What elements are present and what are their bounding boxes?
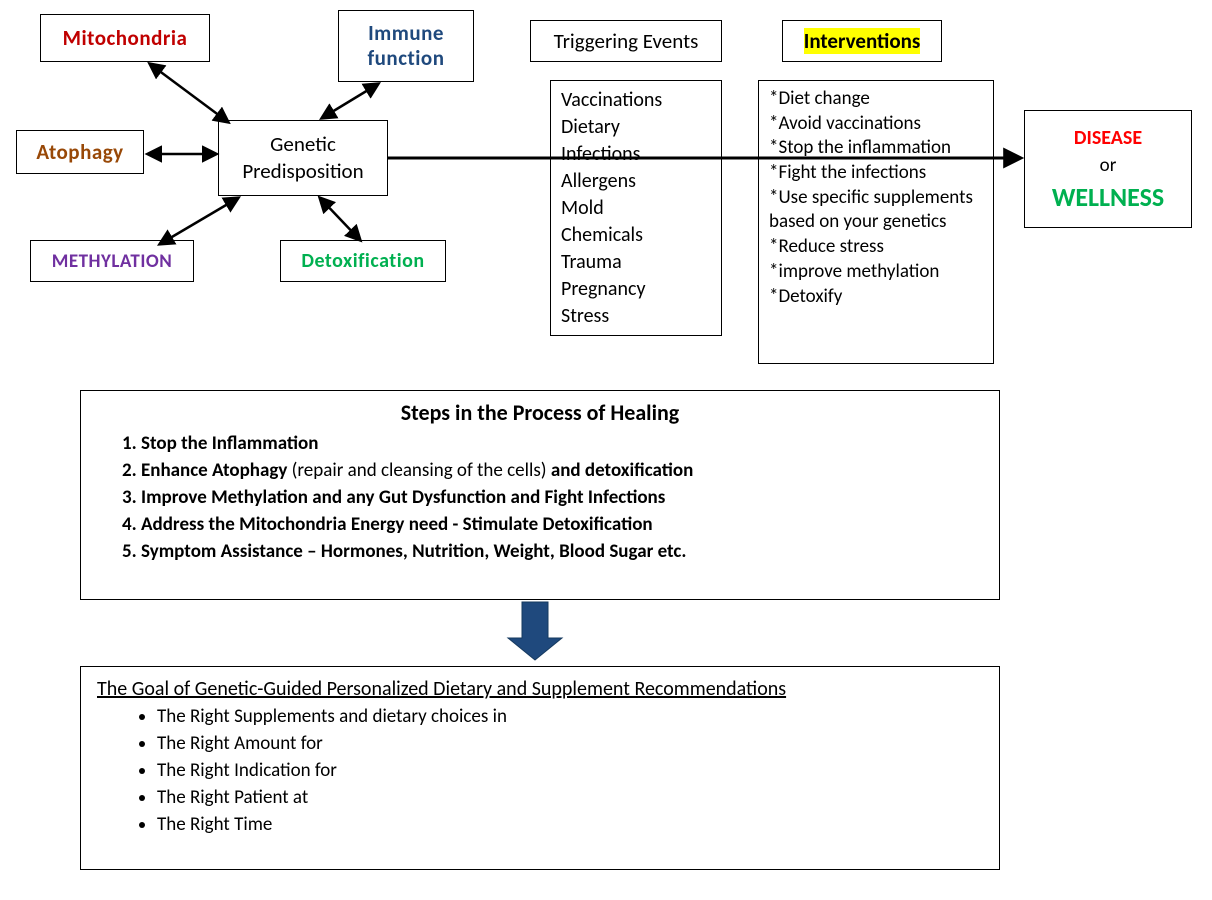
trigger-item: Dietary bbox=[561, 114, 711, 141]
label-interventions-header: Interventions bbox=[804, 28, 921, 54]
triggers-list: VaccinationsDietaryInfectionsAllergensMo… bbox=[561, 87, 711, 330]
label-or: or bbox=[1100, 154, 1117, 177]
double-arrow bbox=[160, 198, 238, 244]
node-outcome: DISEASE or WELLNESS bbox=[1024, 110, 1192, 228]
goal-item: The Right Patient at bbox=[157, 786, 983, 809]
diagram-stage: Mitochondria Immune function Atophagy Ge… bbox=[0, 0, 1212, 900]
goal-item: The Right Supplements and dietary choice… bbox=[157, 705, 983, 728]
step-item: Enhance Atophagy (repair and cleansing o… bbox=[141, 459, 985, 482]
goal-item: The Right Amount for bbox=[157, 732, 983, 755]
node-interventions: *Diet change*Avoid vaccinations*Stop the… bbox=[758, 80, 994, 364]
intervention-item: *improve methylation bbox=[769, 260, 983, 285]
label-methylation: METHYLATION bbox=[52, 250, 173, 273]
node-triggers: VaccinationsDietaryInfectionsAllergensMo… bbox=[550, 80, 722, 336]
trigger-item: Allergens bbox=[561, 168, 711, 195]
node-immune: Immune function bbox=[338, 10, 474, 82]
intervention-item: *Stop the inflammation bbox=[769, 136, 983, 161]
label-mitochondria: Mitochondria bbox=[63, 25, 188, 51]
node-methylation: METHYLATION bbox=[30, 240, 194, 282]
intervention-item: *Reduce stress bbox=[769, 235, 983, 260]
intervention-item: *Avoid vaccinations bbox=[769, 112, 983, 137]
node-trigger-header: Triggering Events bbox=[530, 20, 722, 62]
label-trigger-header: Triggering Events bbox=[554, 28, 699, 54]
label-atophagy: Atophagy bbox=[36, 139, 123, 165]
double-arrow bbox=[320, 198, 360, 240]
intervention-item: *Detoxify bbox=[769, 285, 983, 310]
intervention-item: *Diet change bbox=[769, 87, 983, 112]
label-wellness: WELLNESS bbox=[1052, 181, 1164, 213]
double-arrow bbox=[322, 84, 378, 118]
steps-list: Stop the Inflammation Enhance Atophagy (r… bbox=[95, 432, 985, 563]
label-disease: DISEASE bbox=[1074, 126, 1142, 150]
label-immune-2: function bbox=[368, 46, 445, 71]
steps-panel: Steps in the Process of Healing Stop the… bbox=[80, 390, 1000, 600]
trigger-item: Infections bbox=[561, 141, 711, 168]
intervention-item: *Fight the infections bbox=[769, 161, 983, 186]
trigger-item: Chemicals bbox=[561, 222, 711, 249]
goal-title: The Goal of Genetic-Guided Personalized … bbox=[97, 677, 983, 701]
down-arrow-icon bbox=[508, 602, 562, 660]
label-genetic-1: Genetic bbox=[270, 131, 336, 158]
interventions-list: *Diet change*Avoid vaccinations*Stop the… bbox=[769, 87, 983, 309]
trigger-item: Pregnancy bbox=[561, 276, 711, 303]
goal-panel: The Goal of Genetic-Guided Personalized … bbox=[80, 666, 1000, 870]
node-interventions-header: Interventions bbox=[782, 20, 942, 62]
node-mitochondria: Mitochondria bbox=[40, 14, 210, 62]
node-genetic: Genetic Predisposition bbox=[218, 120, 388, 196]
trigger-item: Stress bbox=[561, 303, 711, 330]
node-atophagy: Atophagy bbox=[16, 130, 144, 174]
label-genetic-2: Predisposition bbox=[242, 158, 363, 185]
trigger-item: Trauma bbox=[561, 249, 711, 276]
step-item: Address the Mitochondria Energy need - S… bbox=[141, 513, 985, 536]
trigger-item: Vaccinations bbox=[561, 87, 711, 114]
steps-title: Steps in the Process of Healing bbox=[95, 399, 985, 426]
double-arrow bbox=[150, 64, 228, 122]
intervention-item: *Use specific supplements based on your … bbox=[769, 186, 983, 235]
goal-item: The Right Time bbox=[157, 813, 983, 836]
label-immune-1: Immune bbox=[368, 21, 444, 46]
trigger-item: Mold bbox=[561, 195, 711, 222]
node-detox: Detoxification bbox=[280, 240, 446, 282]
step-item: Improve Methylation and any Gut Dysfunct… bbox=[141, 486, 985, 509]
label-detox: Detoxification bbox=[301, 249, 424, 273]
step-item: Stop the Inflammation bbox=[141, 432, 985, 455]
goal-item: The Right Indication for bbox=[157, 759, 983, 782]
goal-list: The Right Supplements and dietary choice… bbox=[97, 705, 983, 836]
step-item: Symptom Assistance – Hormones, Nutrition… bbox=[141, 540, 985, 563]
